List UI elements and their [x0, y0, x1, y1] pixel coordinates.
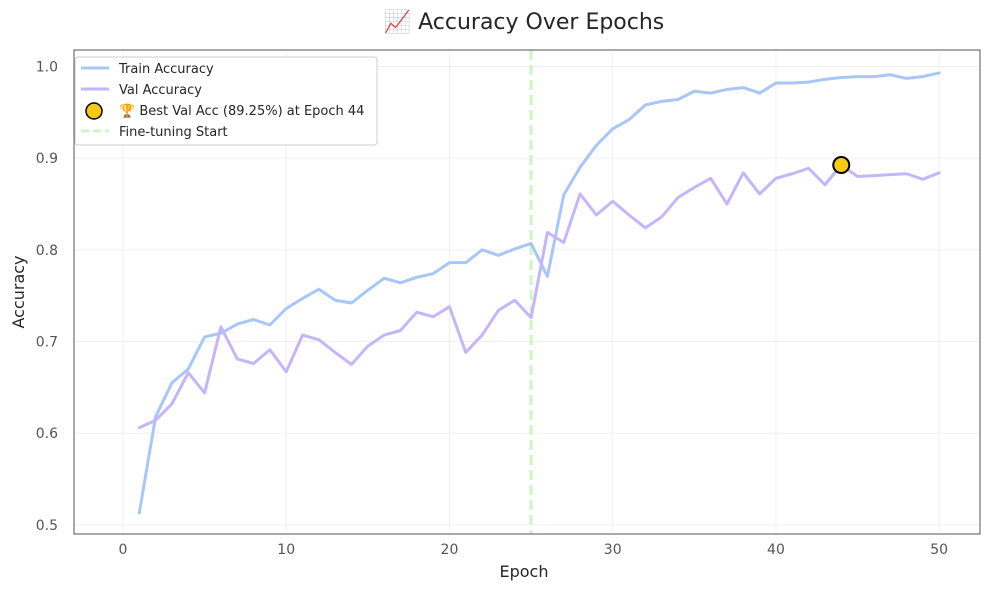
chart-title: 📈 Accuracy Over Epochs [384, 9, 665, 35]
legend-best-marker-swatch [85, 102, 103, 120]
y-tick-label: 1.0 [36, 60, 58, 76]
marker-layer [832, 156, 851, 175]
legend-box [74, 56, 378, 146]
x-axis-ticks: 0 10 20 30 40 50 [119, 542, 949, 558]
legend-val-label: Val Accuracy [119, 83, 202, 98]
y-tick-label: 0.9 [36, 151, 58, 167]
x-tick-label: 40 [767, 542, 785, 558]
x-tick-label: 10 [277, 542, 295, 558]
y-axis-label: Accuracy [9, 255, 28, 328]
y-tick-label: 0.6 [36, 426, 58, 442]
val-accuracy-line [137, 163, 941, 430]
grid [74, 50, 980, 534]
y-tick-label: 0.8 [36, 243, 58, 259]
plot-frame [73, 49, 981, 535]
y-tick-label: 0.7 [36, 335, 58, 351]
x-tick-label: 20 [441, 542, 459, 558]
x-axis-label: Epoch [500, 562, 549, 581]
y-tick-label: 0.5 [36, 518, 58, 534]
x-tick-label: 0 [119, 542, 128, 558]
x-tick-label: 50 [930, 542, 948, 558]
y-axis-ticks: 0.5 0.6 0.7 0.8 0.9 1.0 [36, 60, 58, 534]
best-val-marker [832, 156, 851, 175]
legend: Train Accuracy Val Accuracy 🏆 Best Val A… [74, 56, 378, 146]
train-accuracy-line [137, 71, 941, 515]
legend-fine-tuning-label: Fine-tuning Start [119, 125, 228, 140]
legend-best-marker-label: 🏆 Best Val Acc (89.25%) at Epoch 44 [119, 103, 364, 119]
x-tick-label: 30 [604, 542, 622, 558]
series-layer [137, 71, 941, 515]
legend-train-label: Train Accuracy [118, 62, 214, 77]
